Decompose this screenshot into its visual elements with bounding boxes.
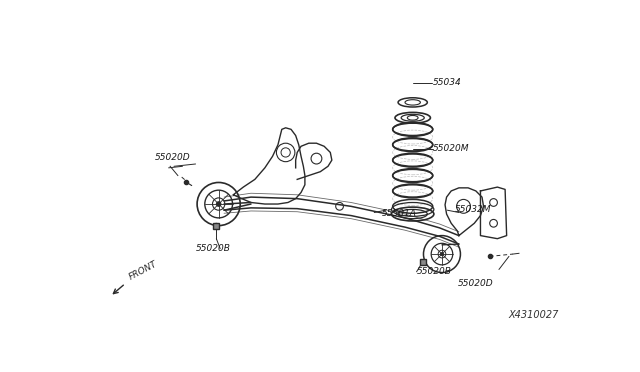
Text: 55020D: 55020D [155, 153, 190, 162]
Text: 55034: 55034 [433, 78, 461, 87]
Circle shape [216, 202, 221, 206]
Text: FRONT: FRONT [127, 259, 159, 282]
Circle shape [214, 223, 219, 228]
Text: 55501A: 55501A [382, 209, 417, 218]
Text: 55032M: 55032M [455, 205, 492, 215]
Text: X4310027: X4310027 [509, 310, 559, 320]
Text: 55020B: 55020B [417, 267, 451, 276]
Text: 55020M: 55020M [433, 144, 469, 153]
Text: 55020B: 55020B [196, 244, 230, 253]
Circle shape [440, 253, 444, 256]
Text: 55020D: 55020D [458, 279, 493, 288]
